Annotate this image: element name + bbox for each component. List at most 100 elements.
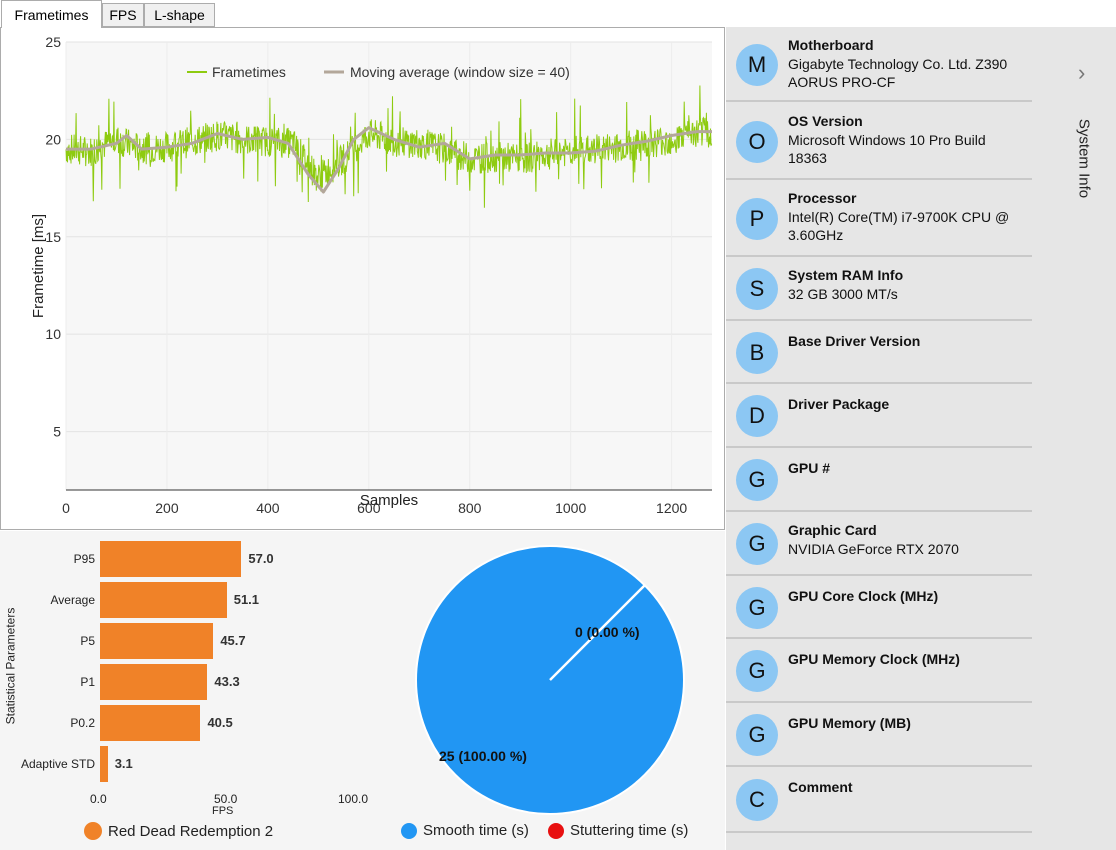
bar-category-label: P95 bbox=[73, 552, 95, 566]
system-info-item[interactable]: G GPU Memory (MB) bbox=[726, 703, 1032, 767]
moving-average-series bbox=[66, 126, 712, 194]
system-info-item-value: Microsoft Windows 10 Pro Build 18363 bbox=[788, 132, 986, 166]
pie-legend-stuttering-swatch bbox=[548, 822, 564, 839]
system-info-toggle-strip[interactable] bbox=[1032, 27, 1116, 850]
chart-tabs: Frametimes FPS L-shape bbox=[0, 0, 725, 28]
y-tick-label: 25 bbox=[45, 34, 61, 50]
bar-value-label: 40.5 bbox=[207, 715, 233, 730]
pie-legend-smooth: Smooth time (s) bbox=[401, 822, 529, 839]
bar-x-axis-title: FPS bbox=[212, 805, 234, 817]
pie-legend-smooth-swatch bbox=[401, 822, 417, 839]
bar-value-label: 43.3 bbox=[214, 674, 240, 689]
avatar: G bbox=[736, 650, 778, 692]
x-tick-label: 600 bbox=[357, 500, 381, 516]
system-info-item-value: NVIDIA GeForce RTX 2070 bbox=[788, 541, 959, 557]
pie-label-stuttering: 0 (0.00 %) bbox=[575, 624, 640, 640]
system-info-item[interactable]: G GPU # bbox=[726, 448, 1032, 512]
pie-legend-smooth-label: Smooth time (s) bbox=[423, 822, 529, 839]
bar-category-label: P0.2 bbox=[70, 716, 95, 730]
system-info-item-title: Base Driver Version bbox=[788, 333, 921, 349]
system-info-item-title: Motherboard bbox=[788, 37, 874, 53]
system-info-item-value: 32 GB 3000 MT/s bbox=[788, 286, 898, 302]
statistics-panel: Statistical Parameters P95 57.0 Average 51.… bbox=[0, 531, 725, 850]
axis-ticks: 25 20 15 10 5 0 200 400 600 800 1000 1200 bbox=[45, 34, 687, 516]
bar[interactable] bbox=[100, 746, 108, 782]
x-tick-label: 1200 bbox=[656, 500, 687, 516]
system-info-item[interactable]: G Graphic Card NVIDIA GeForce RTX 2070 bbox=[726, 512, 1032, 576]
system-info-list-footer bbox=[726, 833, 1032, 850]
bar-value-label: 3.1 bbox=[114, 756, 133, 771]
legend-frametimes-label: Frametimes bbox=[212, 64, 286, 80]
system-info-item[interactable]: M Motherboard Gigabyte Technology Co. Ltd.… bbox=[726, 27, 1032, 102]
system-info-item-title: Comment bbox=[788, 779, 853, 795]
bar-legend-label: Red Dead Redemption 2 bbox=[108, 822, 274, 840]
bar[interactable] bbox=[100, 623, 214, 659]
x-tick-label: 1000 bbox=[555, 500, 586, 516]
chevron-right-icon[interactable]: › bbox=[1078, 60, 1086, 85]
system-info-item[interactable]: G GPU Memory Clock (MHz) bbox=[726, 639, 1032, 703]
system-info-item[interactable]: D Driver Package bbox=[726, 384, 1032, 448]
frametime-chart[interactable]: 25 20 15 10 5 0 200 400 600 800 1000 1200 Samples F… bbox=[1, 28, 724, 529]
bar-x-tick-label: 0.0 bbox=[90, 792, 107, 806]
system-info-item[interactable]: B Base Driver Version bbox=[726, 321, 1032, 384]
bar[interactable] bbox=[100, 705, 201, 741]
system-info-item-title: System RAM Info bbox=[788, 267, 904, 283]
bar[interactable] bbox=[100, 664, 208, 700]
pie-svg bbox=[415, 545, 685, 815]
y-tick-label: 10 bbox=[45, 326, 61, 342]
bar-value-label: 51.1 bbox=[233, 592, 260, 607]
avatar: G bbox=[736, 586, 778, 629]
avatar: O bbox=[736, 120, 778, 163]
avatar: D bbox=[736, 395, 778, 437]
bar-category-label: P1 bbox=[80, 675, 95, 689]
tab-l-shape[interactable]: L-shape bbox=[144, 3, 215, 27]
avatar: G bbox=[736, 459, 778, 501]
bar-value-label: 45.7 bbox=[220, 633, 246, 648]
bar[interactable] bbox=[100, 582, 227, 618]
x-tick-label: 200 bbox=[155, 500, 179, 516]
system-info-item-value: Intel(R) Core(TM) i7-9700K CPU @ 3.60GHz bbox=[788, 209, 1010, 243]
avatar: P bbox=[736, 197, 778, 240]
system-info-item[interactable]: P Processor Intel(R) Core(TM) i7-9700K CPU… bbox=[726, 180, 1032, 257]
system-info-item-title: GPU Memory (MB) bbox=[788, 715, 911, 731]
system-info-item-value: Gigabyte Technology Co. Ltd. Z390 AORUS … bbox=[788, 56, 1008, 90]
x-tick-label: 400 bbox=[256, 500, 280, 516]
bar-category-label: Adaptive STD bbox=[20, 757, 95, 771]
avatar: S bbox=[736, 268, 778, 310]
bar-legend: Red Dead Redemption 2 bbox=[84, 822, 273, 840]
system-info-item[interactable]: O OS Version Microsoft Windows 10 Pro Buil… bbox=[726, 103, 1032, 180]
bar-y-axis-title: Statistical Parameters bbox=[3, 607, 18, 725]
bar-x-tick-label: 100.0 bbox=[338, 792, 369, 806]
moving-average-line bbox=[66, 126, 712, 194]
pie-legend-stuttering-label: Stuttering time (s) bbox=[570, 822, 689, 839]
bar-legend-swatch bbox=[84, 822, 102, 840]
x-tick-label: 0 bbox=[62, 500, 70, 516]
system-info-title[interactable]: System Info bbox=[1075, 118, 1093, 199]
y-tick-label: 20 bbox=[45, 131, 61, 147]
bar[interactable] bbox=[100, 541, 242, 577]
stutter-pie-chart[interactable]: 0 (0.00 %) 25 (100.00 %) bbox=[415, 545, 685, 815]
tab-frametimes[interactable]: Frametimes bbox=[1, 0, 102, 28]
tab-fps[interactable]: FPS bbox=[102, 3, 144, 27]
system-info-item[interactable]: G GPU Core Clock (MHz) bbox=[726, 576, 1032, 639]
y-tick-label: 5 bbox=[53, 424, 61, 440]
bar-category-label: P5 bbox=[80, 634, 95, 648]
system-info-item[interactable]: S System RAM Info 32 GB 3000 MT/s bbox=[726, 257, 1032, 321]
system-info-item-title: GPU # bbox=[788, 460, 831, 476]
y-tick-label: 15 bbox=[45, 229, 61, 245]
system-info-item-title: Processor bbox=[788, 190, 857, 206]
avatar: G bbox=[736, 523, 778, 565]
pie-slice-stuttering[interactable] bbox=[549, 584, 646, 681]
bar-value-label: 57.0 bbox=[248, 551, 274, 566]
avatar: B bbox=[736, 331, 778, 374]
pie-legend-stuttering: Stuttering time (s) bbox=[548, 822, 688, 839]
system-info-item[interactable]: C Comment bbox=[726, 767, 1032, 833]
system-info-item-title: OS Version bbox=[788, 113, 863, 129]
bar-category-label: Average bbox=[50, 593, 95, 607]
avatar: M bbox=[736, 43, 778, 86]
legend-moving-average-label: Moving average (window size = 40) bbox=[350, 64, 570, 80]
x-tick-label: 800 bbox=[458, 500, 482, 516]
statistical-parameters-chart: Statistical Parameters P95 57.0 Average 51.… bbox=[0, 531, 368, 850]
